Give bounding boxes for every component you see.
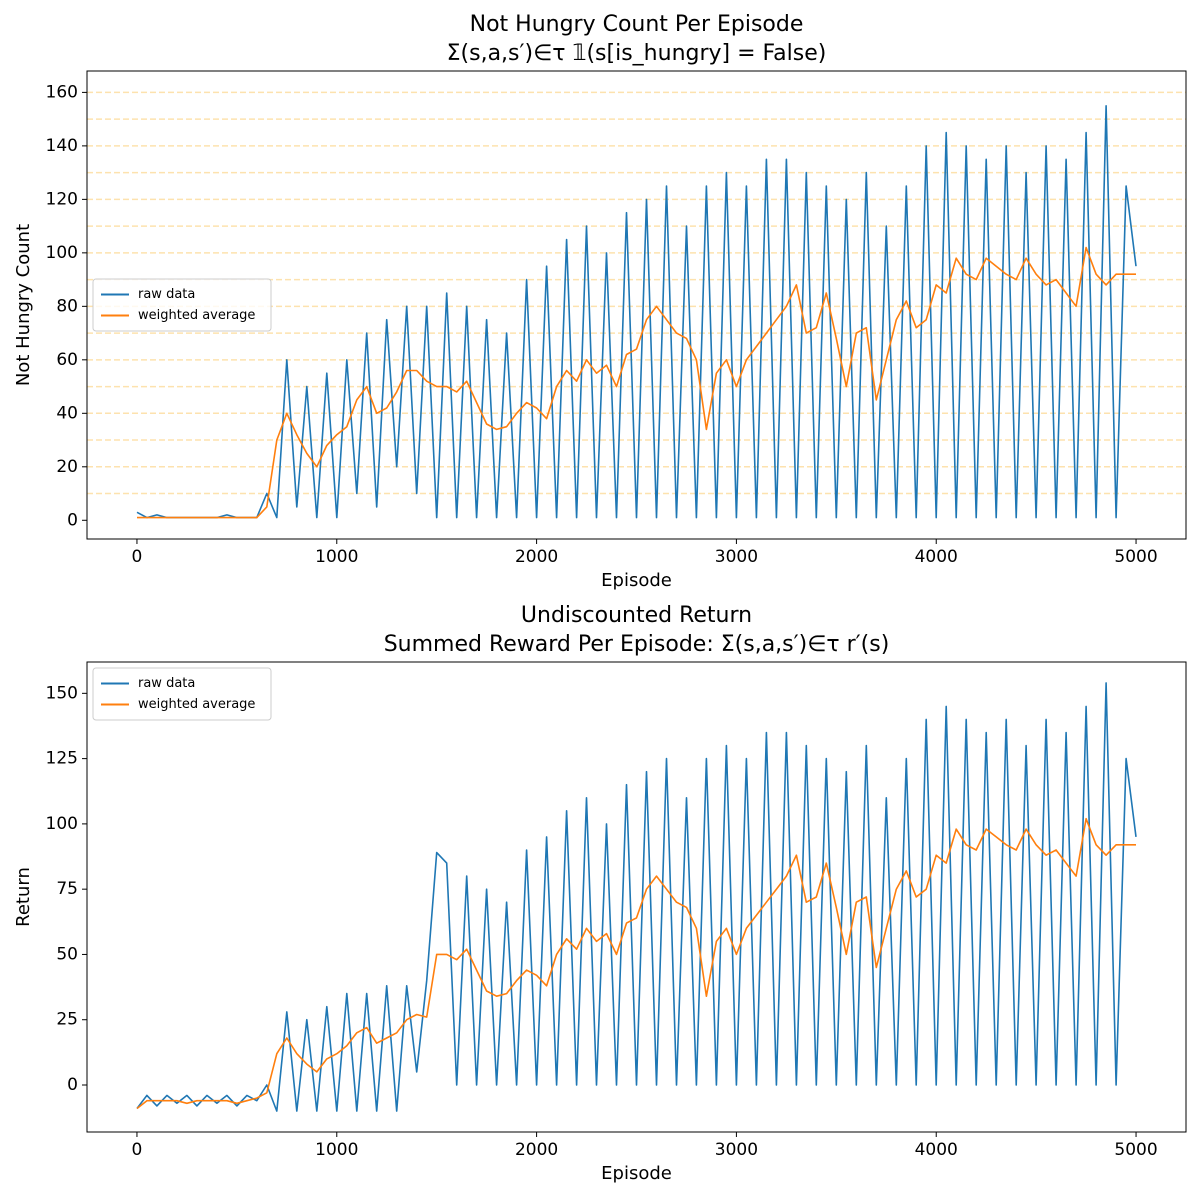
legend-label: raw data xyxy=(138,676,195,691)
plot-frame xyxy=(86,661,1187,1133)
y-tick-label: 50 xyxy=(56,944,78,964)
y-tick-label: 0 xyxy=(67,1075,78,1095)
y-tick-label: 0 xyxy=(67,510,78,530)
y-axis-label: Not Hungry Count xyxy=(13,224,34,386)
x-tick-label: 4000 xyxy=(915,547,958,567)
y-axis-label: Return xyxy=(13,867,34,927)
series-line xyxy=(137,246,1136,519)
x-tick-label: 2000 xyxy=(515,547,558,567)
y-tick-label: 80 xyxy=(56,296,78,316)
legend-box xyxy=(92,667,272,721)
y-tick-label: 125 xyxy=(46,749,78,769)
y-tick-label: 120 xyxy=(46,189,78,209)
chart-title: Undiscounted Return xyxy=(521,603,752,628)
x-tick-label: 5000 xyxy=(1114,1140,1157,1160)
legend-label: weighted average xyxy=(138,697,255,712)
plot-frame xyxy=(86,70,1187,540)
x-tick-label: 1000 xyxy=(315,547,358,567)
x-tick-label: 4000 xyxy=(915,1140,958,1160)
x-axis-label: Episode xyxy=(601,1163,672,1184)
y-tick-label: 100 xyxy=(46,243,78,263)
y-tick-label: 75 xyxy=(56,879,78,899)
legend-label: weighted average xyxy=(138,308,255,323)
x-axis-label: Episode xyxy=(601,570,672,591)
series-line xyxy=(136,105,1137,519)
series-line xyxy=(136,682,1137,1112)
x-tick-label: 0 xyxy=(132,547,143,567)
y-tick-label: 100 xyxy=(46,814,78,834)
x-tick-label: 0 xyxy=(132,1140,143,1160)
y-tick-label: 140 xyxy=(46,136,78,156)
chart-title: Not Hungry Count Per Episode xyxy=(470,12,804,37)
legend-box xyxy=(92,278,272,332)
legend-label: raw data xyxy=(138,287,195,302)
y-tick-label: 25 xyxy=(56,1010,78,1030)
y-tick-label: 60 xyxy=(56,350,78,370)
x-tick-label: 2000 xyxy=(515,1140,558,1160)
y-tick-label: 20 xyxy=(56,457,78,477)
y-tick-label: 150 xyxy=(46,683,78,703)
x-tick-label: 3000 xyxy=(715,547,758,567)
x-tick-label: 5000 xyxy=(1114,547,1157,567)
series-line xyxy=(136,817,1136,1110)
y-tick-label: 160 xyxy=(46,82,78,102)
chart-subtitle: Summed Reward Per Episode: Σ(s,a,s′)∈τ r… xyxy=(384,632,890,657)
y-tick-label: 40 xyxy=(56,403,78,423)
chart-subtitle: Σ(s,a,s′)∈τ 𝟙(s[is_hungry] = False) xyxy=(447,41,827,66)
x-tick-label: 3000 xyxy=(715,1140,758,1160)
x-tick-label: 1000 xyxy=(315,1140,358,1160)
